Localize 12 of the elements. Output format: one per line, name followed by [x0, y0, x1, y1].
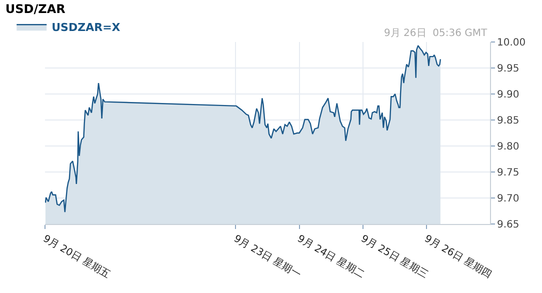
y-tick-label: 9.65	[497, 220, 520, 230]
y-tick-label: 9.80	[497, 142, 520, 152]
y-tick-label: 9.95	[497, 64, 520, 74]
x-tick-label: 9月 20日 星期五	[41, 232, 112, 281]
chart-title: USD/ZAR	[5, 2, 66, 16]
y-tick-label: 10.00	[497, 38, 526, 48]
y-tick-label: 9.70	[497, 194, 520, 204]
y-tick-label: 9.90	[497, 90, 520, 100]
y-tick-label: 9.85	[497, 116, 520, 126]
y-tick-label: 9.75	[497, 168, 520, 178]
legend-label: USDZAR=X	[52, 20, 121, 34]
text: 9月 26日 05:36 GMT	[384, 28, 488, 39]
